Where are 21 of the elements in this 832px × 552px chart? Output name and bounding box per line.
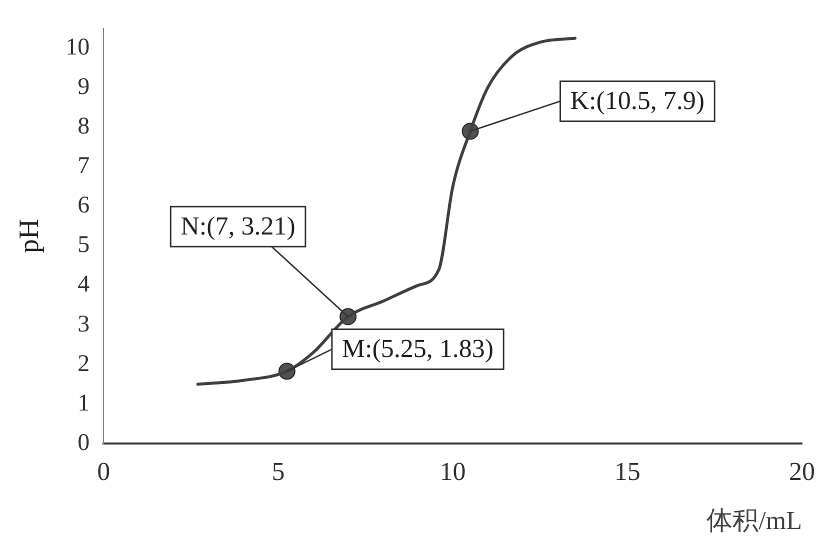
- y-tick-label: 3: [78, 311, 90, 338]
- y-tick-label: 4: [78, 272, 90, 298]
- y-tick-label: 6: [78, 192, 90, 219]
- annotation: M:(5.25, 1.83): [342, 334, 494, 364]
- x-tick-label: 5: [272, 457, 285, 486]
- y-axis-title: pH: [14, 218, 46, 254]
- y-tick-label: 1: [78, 390, 90, 416]
- annotation: K:(10.5, 7.9): [570, 86, 705, 116]
- x-tick-label: 0: [97, 457, 110, 486]
- x-tick-label: 20: [789, 457, 815, 486]
- y-tick-label: 0: [78, 430, 90, 456]
- y-tick-label: 9: [78, 74, 90, 100]
- y-tick-label: 5: [78, 232, 90, 258]
- y-tick-label: 7: [78, 153, 90, 180]
- x-tick-label: 10: [440, 457, 466, 486]
- x-tick-label: 15: [614, 457, 640, 486]
- annotation: N:(7, 3.21): [180, 211, 296, 240]
- y-tick-label: 10: [66, 34, 90, 60]
- x-axis-title: 体积/mL: [706, 506, 802, 536]
- y-tick-label: 8: [78, 114, 90, 140]
- y-tick-label: 2: [78, 350, 90, 377]
